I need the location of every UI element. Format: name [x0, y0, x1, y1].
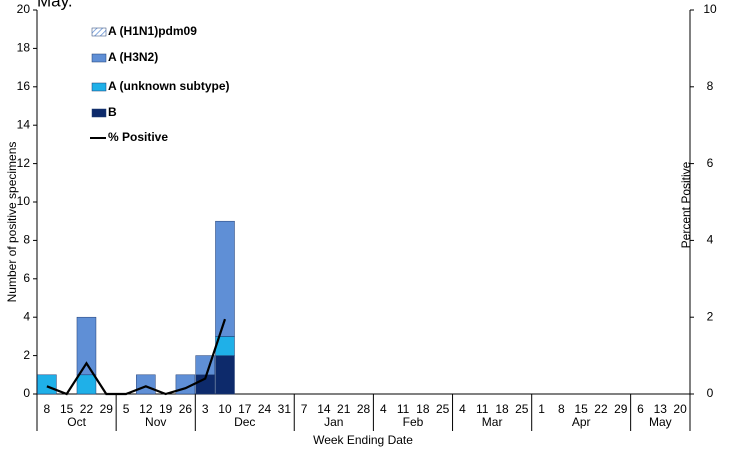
- legend-label: A (H1N1)pdm09: [108, 24, 197, 38]
- bar-segment: [76, 374, 97, 395]
- x-tick-label: 29: [614, 402, 628, 416]
- y-tick-label: 16: [17, 79, 31, 93]
- y-tick-label: 8: [23, 233, 30, 247]
- bar-segment: [215, 355, 235, 395]
- chart-title: May.: [37, 0, 73, 10]
- x-tick-label: 8: [44, 402, 51, 416]
- y-tick-label: 4: [23, 309, 30, 323]
- y-tick-label: 20: [17, 2, 31, 16]
- x-tick-label: 15: [574, 402, 588, 416]
- x-tick-label: 14: [317, 402, 331, 416]
- bar-segment: [37, 374, 57, 395]
- x-tick-label: 19: [159, 402, 173, 416]
- x-tick-label: 22: [594, 402, 608, 416]
- line: [46, 318, 227, 396]
- y-tick-label: 2: [23, 348, 30, 362]
- x-tick-label: 31: [278, 402, 292, 416]
- month-label: Nov: [145, 415, 166, 429]
- y2-tick-label: 2: [707, 309, 714, 323]
- x-tick-label: 12: [139, 402, 153, 416]
- x-tick-label: 13: [654, 402, 668, 416]
- x-tick-label: 25: [515, 402, 529, 416]
- y2-tick-label: 8: [707, 79, 714, 93]
- legend-swatch: [91, 27, 107, 37]
- y-axis-title: Number of positive specimens: [5, 142, 19, 303]
- legend-label: B: [108, 105, 117, 119]
- bar-segment: [76, 316, 97, 376]
- bar-segment: [195, 355, 215, 376]
- legend-swatch: [91, 82, 107, 92]
- x-tick-label: 1: [538, 402, 545, 416]
- x-tick-label: 3: [202, 402, 209, 416]
- legend-swatch: [91, 108, 107, 118]
- x-tick-label: 7: [301, 402, 308, 416]
- x-tick-label: 4: [459, 402, 466, 416]
- y2-tick-label: 10: [703, 2, 717, 16]
- month-label: Jan: [324, 415, 343, 429]
- x-tick-label: 17: [238, 402, 252, 416]
- x-tick-label: 18: [416, 402, 430, 416]
- x-tick-label: 25: [436, 402, 450, 416]
- month-label: Oct: [67, 415, 86, 429]
- x-tick-label: 20: [673, 402, 687, 416]
- month-label: Dec: [234, 415, 255, 429]
- x-tick-label: 26: [179, 402, 193, 416]
- y2-tick-label: 6: [707, 156, 714, 170]
- x-tick-label: 4: [380, 402, 387, 416]
- legend-swatch: [91, 53, 107, 63]
- y-tick-label: 0: [23, 386, 30, 400]
- x-tick-label: 10: [218, 402, 232, 416]
- x-tick-label: 5: [123, 402, 130, 416]
- x-tick-label: 21: [337, 402, 351, 416]
- x-tick-label: 24: [258, 402, 272, 416]
- x-tick-label: 15: [60, 402, 74, 416]
- y-tick-label: 18: [17, 41, 31, 55]
- y2-axis-title: Percent Positive: [679, 161, 693, 248]
- y-tick-label: 10: [17, 194, 31, 208]
- x-tick-label: 6: [637, 402, 644, 416]
- legend-label: % Positive: [108, 130, 168, 144]
- x-tick-label: 8: [558, 402, 565, 416]
- x-tick-label: 11: [476, 402, 489, 416]
- x-tick-label: 11: [397, 402, 410, 416]
- y-tick-label: 6: [23, 271, 30, 285]
- x-tick-label: 22: [80, 402, 94, 416]
- y-tick-label: 14: [17, 117, 31, 131]
- y2-tick-label: 0: [707, 386, 714, 400]
- y-tick-label: 12: [17, 156, 31, 170]
- legend-label: A (H3N2): [108, 50, 158, 64]
- x-tick-label: 18: [495, 402, 509, 416]
- month-label: Apr: [572, 415, 591, 429]
- x-tick-label: 28: [357, 402, 371, 416]
- x-tick-label: 29: [100, 402, 114, 416]
- month-label: Mar: [482, 415, 503, 429]
- month-label: May: [649, 415, 672, 429]
- x-axis-title: Week Ending Date: [313, 433, 413, 447]
- month-label: Feb: [403, 415, 424, 429]
- bar-segment: [136, 374, 156, 395]
- legend-label: A (unknown subtype): [108, 79, 230, 93]
- y2-tick-label: 4: [707, 233, 714, 247]
- bar-segment: [215, 220, 235, 337]
